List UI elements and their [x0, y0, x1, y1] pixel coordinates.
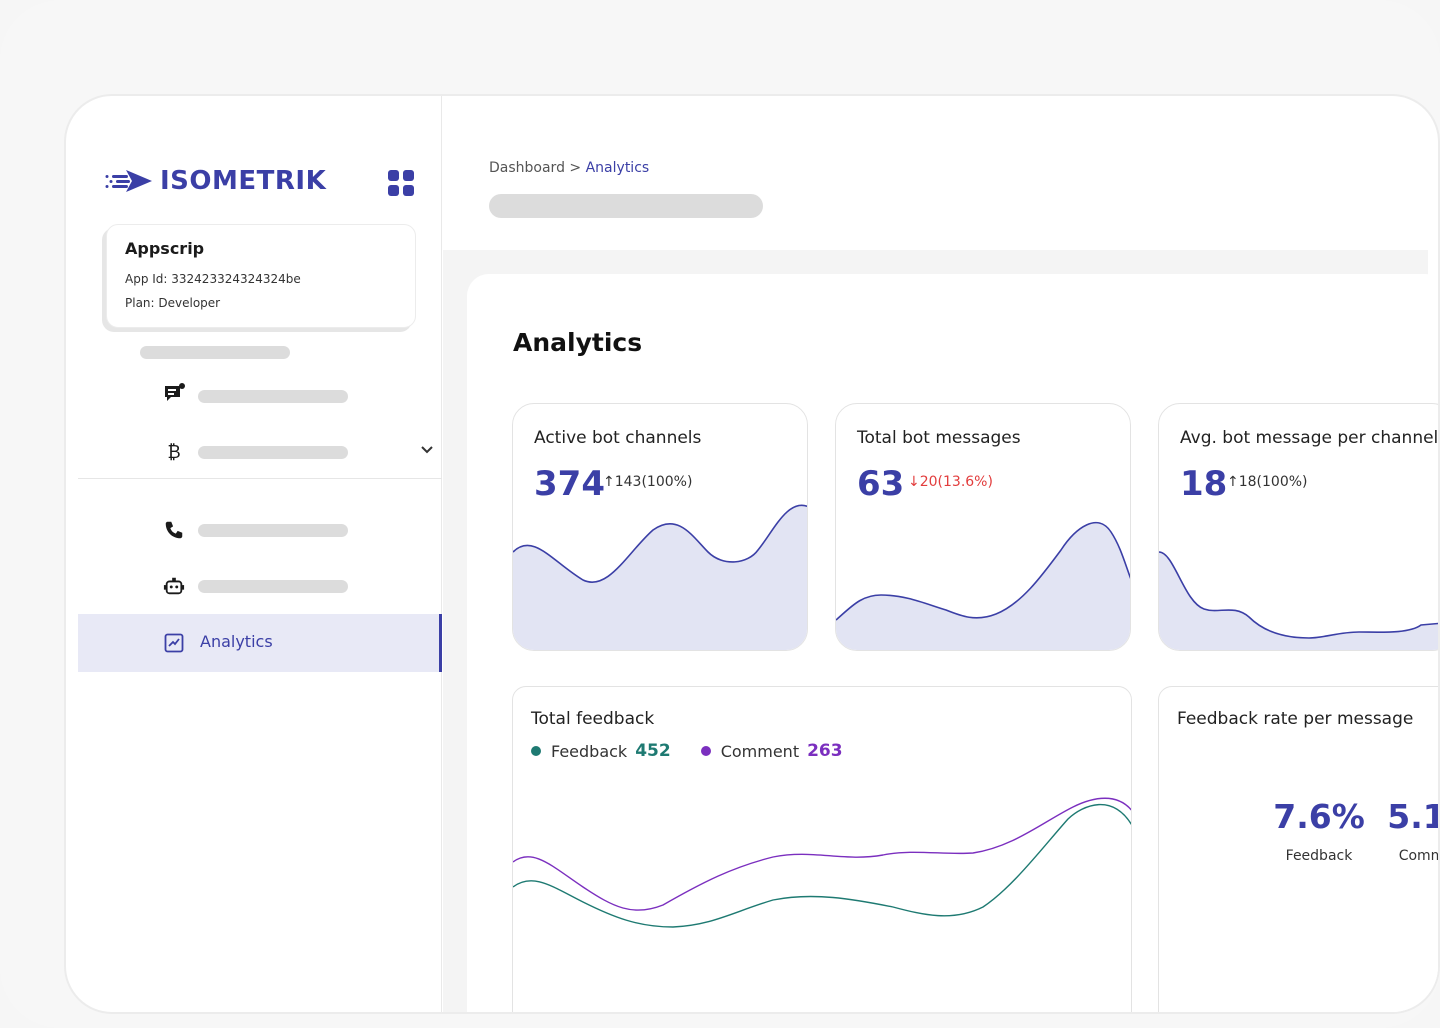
rate-comment: 5.1% Comment: [1385, 797, 1438, 864]
total-feedback-card[interactable]: Total feedback Feedback 452 Comment 263: [512, 686, 1132, 1012]
legend-label-comment: Comment: [720, 741, 800, 761]
rate-comment-value: 5.1%: [1387, 797, 1438, 836]
sidebar-item-placeholder[interactable]: [198, 524, 348, 537]
chevron-down-icon[interactable]: [420, 440, 434, 459]
feedback-line-chart: [513, 797, 1131, 928]
legend-dot-feedback: [531, 746, 541, 756]
rate-feedback: 7.6% Feedback: [1271, 797, 1367, 864]
app-info-card[interactable]: Appscrip App Id: 332423324324324be Plan:…: [106, 224, 416, 328]
sparkline-avg-messages: [1159, 551, 1438, 650]
logo[interactable]: ISOMETRIK: [104, 166, 326, 196]
app-id: App Id: 332423324324324be: [125, 272, 301, 286]
stat-title: Avg. bot message per channel: [1180, 428, 1439, 448]
legend-value-comment: 263: [807, 741, 843, 761]
stat-delta: ↓20(13.6%): [908, 474, 993, 490]
breadcrumb: Dashboard > Analytics: [489, 160, 649, 176]
sparkline-active-channels: [513, 504, 807, 650]
app-name: Appscrip: [125, 239, 205, 258]
sidebar-item-analytics-label: Analytics: [200, 632, 273, 651]
feedback-card-title: Total feedback: [531, 709, 655, 729]
stat-value: 63: [857, 464, 905, 504]
app-plan: Plan: Developer: [125, 296, 221, 310]
analytics-icon: [162, 631, 186, 655]
page-title: Analytics: [513, 328, 643, 357]
phone-icon: [162, 518, 186, 542]
stat-card-total-messages[interactable]: Total bot messages 63 ↓20(13.6%): [835, 403, 1131, 651]
rate-card-title: Feedback rate per message: [1177, 709, 1414, 729]
sidebar-item-placeholder[interactable]: [198, 390, 348, 403]
stat-value: 18: [1180, 464, 1228, 504]
bot-icon: [162, 574, 186, 598]
sparkline-total-messages: [836, 521, 1130, 650]
rate-feedback-value: 7.6%: [1273, 797, 1365, 836]
rate-comment-label: Comment: [1398, 848, 1438, 864]
sidebar-item-placeholder[interactable]: [198, 580, 348, 593]
rate-feedback-label: Feedback: [1285, 848, 1353, 864]
logo-icon: [105, 170, 152, 192]
stat-title: Active bot channels: [534, 428, 702, 448]
sidebar-item-analytics[interactable]: [78, 614, 442, 672]
stat-value: 374: [534, 464, 605, 504]
sidebar-item-placeholder[interactable]: [198, 446, 348, 459]
stat-card-avg-messages[interactable]: Avg. bot message per channel 18 ↑18(100%…: [1158, 403, 1439, 651]
breadcrumb-current: Analytics: [585, 160, 650, 176]
legend-label-feedback: Feedback: [551, 741, 628, 761]
comment-series-line: [513, 797, 1131, 911]
stat-card-active-channels[interactable]: Active bot channels 374 ↑143(100%): [512, 403, 808, 651]
stat-title: Total bot messages: [857, 428, 1021, 448]
app-window: ISOMETRIK Appscrip App Id: 3324233243243…: [64, 94, 1440, 1014]
bitcoin-icon: ₿: [167, 441, 181, 463]
apps-grid-icon[interactable]: [388, 170, 414, 196]
logo-text: ISOMETRIK: [160, 166, 327, 196]
breadcrumb-parent[interactable]: Dashboard: [489, 160, 565, 176]
feedback-legend: Feedback 452 Comment 263: [531, 741, 873, 761]
chat-icon: [162, 382, 186, 406]
breadcrumb-separator: >: [564, 160, 586, 176]
divider: [78, 478, 442, 479]
feedback-series-line: [513, 803, 1131, 928]
legend-value-feedback: 452: [635, 741, 671, 761]
stat-delta: ↑18(100%): [1227, 474, 1308, 490]
header-title-placeholder: [489, 194, 763, 218]
legend-dot-comment: [700, 746, 711, 756]
feedback-rate-card[interactable]: Feedback rate per message 7.6% Feedback …: [1158, 686, 1438, 1012]
sidebar: ISOMETRIK Appscrip App Id: 3324233243243…: [66, 96, 442, 1012]
section-label-placeholder: [140, 346, 290, 359]
stat-delta: ↑143(100%): [603, 474, 693, 490]
